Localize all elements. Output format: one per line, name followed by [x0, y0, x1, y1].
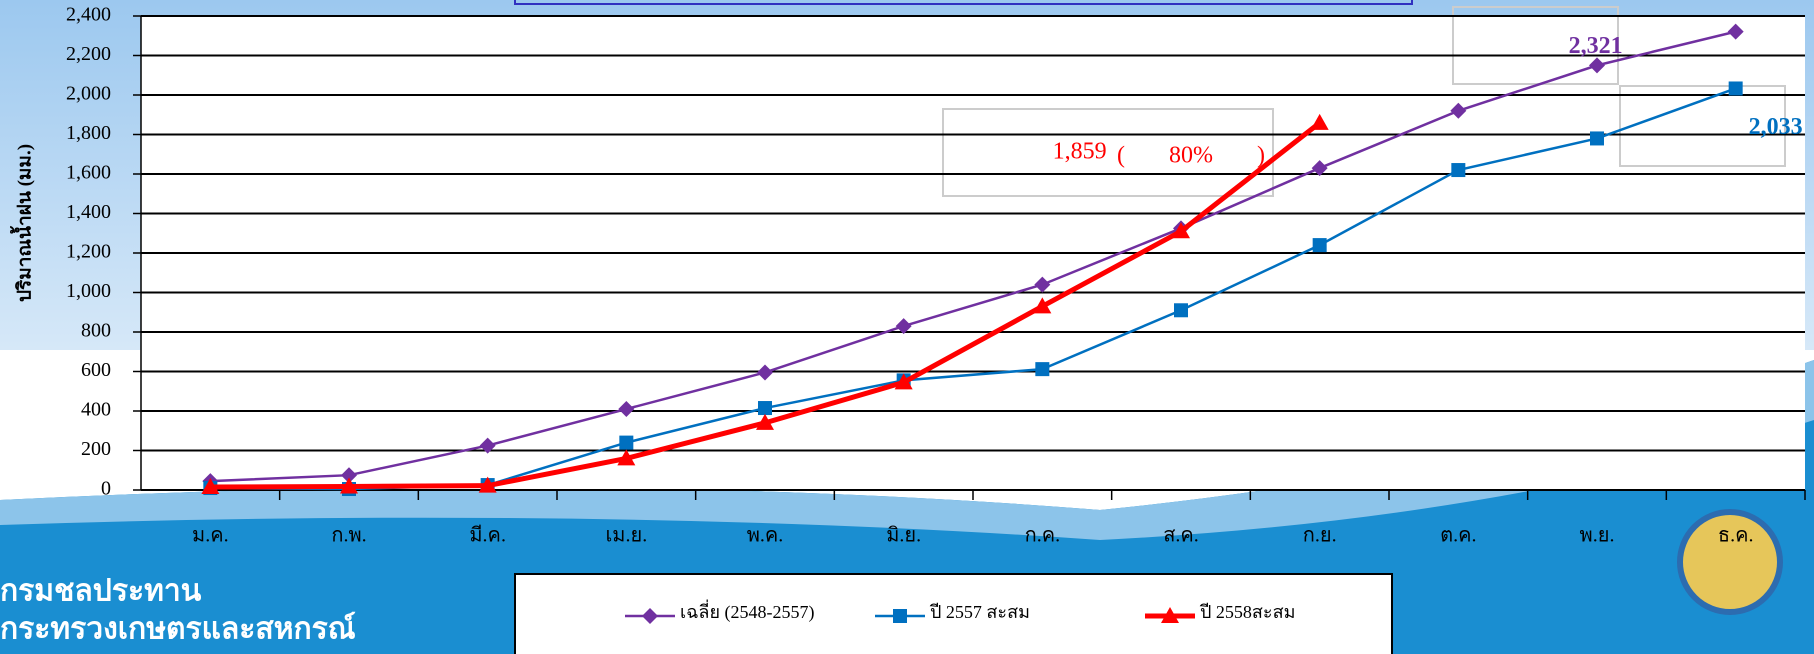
y-tick-label: 1,800: [66, 122, 111, 144]
y-tick-label: 400: [81, 399, 111, 421]
x-tick-label: ธ.ค.: [1718, 525, 1754, 547]
marker: [1310, 113, 1329, 130]
marker: [1451, 163, 1466, 178]
x-tick-label: เม.ย.: [605, 525, 647, 547]
marker: [1727, 23, 1744, 40]
x-tick-label: ก.พ.: [331, 525, 366, 547]
y-axis-label: ปริมาณน้ำฝน (มม.): [9, 144, 35, 302]
x-tick-label: ม.ค.: [192, 525, 229, 547]
marker: [479, 437, 496, 454]
value-label: 2,321: [1569, 33, 1623, 59]
legend-label: เฉลี่ย (2548-2557): [680, 599, 814, 623]
marker: [619, 435, 634, 450]
marker: [1035, 362, 1050, 377]
marker: [1311, 160, 1328, 177]
marker: [756, 413, 774, 430]
annotation: 80%: [1169, 143, 1213, 169]
ministry-name: กระทรวงเกษตรและสหกรณ์: [0, 612, 356, 647]
x-tick-label: พ.ค.: [747, 525, 784, 547]
value-label: 2,033: [1749, 114, 1803, 140]
y-tick-label: 0: [101, 478, 111, 500]
marker: [642, 608, 658, 624]
annotation-box: [942, 108, 1274, 197]
org-name: กรมชลประทาน: [0, 574, 202, 609]
annotation: (: [1117, 143, 1125, 169]
legend: [514, 573, 1393, 654]
y-tick-label: 2,200: [66, 43, 111, 65]
x-tick-label: ก.ค.: [1025, 525, 1061, 547]
marker: [478, 476, 497, 493]
y-tick-label: 2,000: [66, 83, 111, 105]
x-tick-label: พ.ย.: [1580, 525, 1615, 547]
marker: [1161, 607, 1179, 623]
annotation-box: [1452, 6, 1619, 85]
marker: [1728, 81, 1743, 96]
marker: [201, 478, 220, 495]
marker: [340, 477, 358, 494]
marker: [757, 364, 773, 381]
marker: [1033, 297, 1052, 314]
y-tick-label: 800: [81, 320, 111, 342]
y-tick-label: 1,200: [66, 241, 111, 263]
marker: [1172, 222, 1190, 239]
marker: [1174, 303, 1188, 318]
marker: [341, 467, 357, 484]
marker: [893, 609, 907, 623]
marker: [895, 318, 912, 335]
logo: [1677, 509, 1783, 615]
y-tick-label: 1,600: [66, 162, 111, 184]
marker: [1450, 102, 1467, 119]
marker: [1590, 131, 1604, 146]
y-tick-label: 1,000: [66, 280, 111, 302]
legend-label: ปี 2557 สะสม: [930, 602, 1030, 622]
x-tick-label: ก.ย.: [1303, 525, 1337, 547]
marker: [618, 401, 635, 418]
x-tick-label: ต.ค.: [1440, 525, 1476, 547]
marker: [758, 401, 772, 416]
y-tick-label: 1,400: [66, 201, 111, 223]
value-label: 1,859: [1053, 138, 1107, 164]
y-tick-label: 200: [81, 438, 111, 460]
series: 1,859: [201, 113, 1329, 495]
legend-label: ปี 2558สะสม: [1200, 602, 1296, 622]
wave-highlight: [0, 360, 1814, 540]
annotation-box: [1619, 85, 1786, 167]
marker: [1034, 276, 1051, 293]
marker: [1312, 238, 1327, 253]
y-tick-label: 2,400: [66, 4, 111, 26]
marker: [894, 373, 913, 390]
x-tick-label: มิ.ย.: [886, 525, 921, 547]
marker: [617, 449, 636, 466]
y-tick-label: 600: [81, 359, 111, 381]
annotation: ): [1257, 143, 1265, 169]
title-box: [514, 0, 1413, 5]
x-tick-label: ส.ค.: [1163, 525, 1199, 547]
marker: [1589, 57, 1605, 74]
x-tick-label: มี.ค.: [469, 525, 506, 547]
series-line: [210, 30, 1736, 483]
